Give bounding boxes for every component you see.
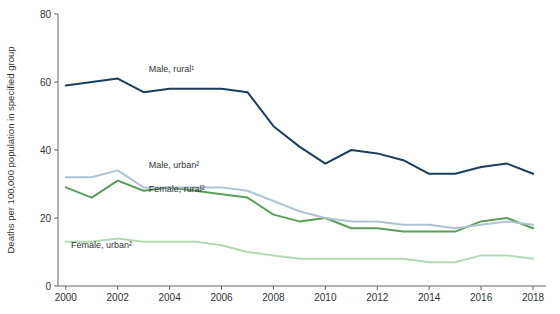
y-tick-label: 20	[40, 213, 52, 224]
y-tick	[54, 82, 58, 83]
x-tick-label: 2004	[158, 292, 181, 303]
y-axis-label: Deaths per 100,000 population in specifi…	[5, 46, 16, 253]
x-tick	[325, 286, 326, 290]
plot-area	[66, 79, 533, 263]
x-tick	[221, 286, 222, 290]
x-tick	[273, 286, 274, 290]
y-tick-label: 80	[40, 9, 52, 20]
series-line	[66, 238, 533, 262]
y-tick-label: 0	[45, 281, 51, 292]
annotation: Male, rural¹	[149, 64, 195, 74]
x-tick-label: 2012	[366, 292, 389, 303]
annotation: Female, rural²	[149, 184, 205, 194]
x-tick-label: 2014	[418, 292, 441, 303]
series-line	[66, 181, 533, 232]
x-tick-label: 2016	[470, 292, 493, 303]
y-tick	[54, 218, 58, 219]
x-tick	[377, 286, 378, 290]
series-line	[66, 79, 533, 174]
annotation: Male, urban²	[149, 160, 200, 170]
x-tick	[429, 286, 430, 290]
annotation: Female, urban²	[71, 240, 132, 250]
annotations: Male, rural¹ Male, urban² Female, rural² Fe…	[71, 64, 205, 251]
x-tick-label: 2010	[314, 292, 337, 303]
x-tick-label: 2000	[55, 292, 78, 303]
x-tick-label: 2002	[107, 292, 130, 303]
chart: 2000 2002 2004 2006 2008 2010 2012 2014 2016 2018…	[0, 0, 560, 314]
y-tick-label: 60	[40, 77, 52, 88]
y-tick	[54, 150, 58, 151]
x-axis-line	[58, 286, 546, 287]
x-tick	[65, 286, 66, 290]
x-tick-label: 2018	[522, 292, 545, 303]
x-tick	[169, 286, 170, 290]
x-tick-label: 2008	[262, 292, 285, 303]
x-tick	[117, 286, 118, 290]
x-tick	[533, 286, 534, 290]
axes: 2000 2002 2004 2006 2008 2010 2012 2014 2016 2018…	[40, 9, 546, 304]
x-tick	[481, 286, 482, 290]
y-tick-label: 40	[40, 145, 52, 156]
y-tick	[54, 286, 58, 287]
series-line	[66, 170, 533, 228]
x-tick-label: 2006	[210, 292, 233, 303]
y-tick	[54, 14, 58, 15]
